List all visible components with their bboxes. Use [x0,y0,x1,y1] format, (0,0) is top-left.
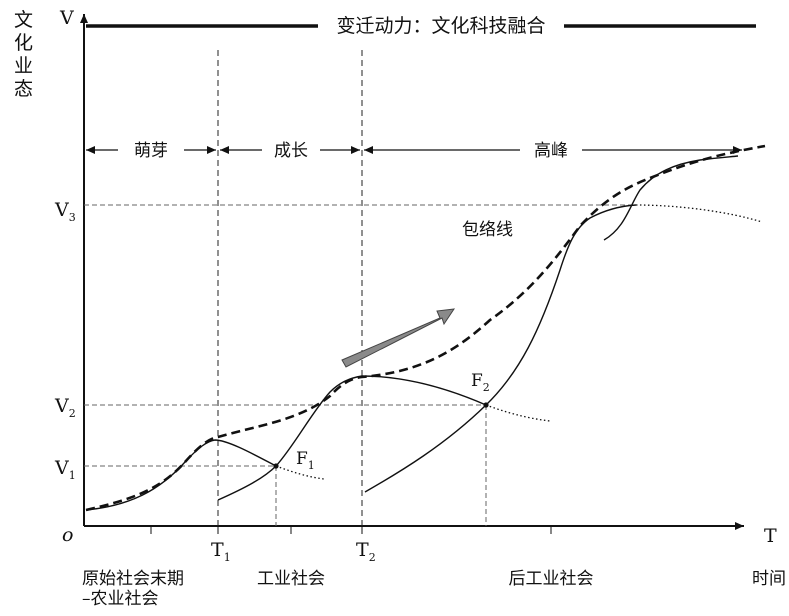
curve-stage-3-decline [635,204,763,223]
t1-sub: 1 [224,551,231,564]
t2-sub: 2 [369,551,376,564]
origin-label: o [62,524,73,546]
f1-point [273,463,279,469]
v2-sub: 2 [69,407,76,420]
v2-main: V [54,395,69,417]
curve-stage-2 [217,375,487,501]
y-axis-title-char-4: 态 [14,78,33,100]
stage-peak-label: 高峰 [534,141,568,161]
trend-arrow-icon [341,308,456,368]
f2-point [483,402,489,408]
era-industrial: 工业社会 [257,569,325,589]
y-axis-title-char-2: 化 [14,32,33,54]
v1-label: V1 [54,457,76,482]
envelope-curve [85,144,766,512]
f1-main: F [296,449,308,469]
era-primitive-line2: –农业社会 [82,589,159,609]
y-axis-letter: V [59,7,74,29]
curve-stage-1 [85,439,277,511]
v3-main: V [54,199,69,221]
v2-label: V2 [54,395,76,420]
t2-main: T [356,539,369,561]
time-label: 时间 [752,569,786,589]
f1-label: F1 [296,449,315,472]
f1-sub: 1 [308,459,315,472]
envelope-label: 包络线 [462,220,513,240]
f2-label: F2 [471,371,490,394]
v1-sub: 1 [69,469,76,482]
t2-label: T2 [356,539,376,564]
t1-label: T1 [211,539,231,564]
curve-stage-2-decline [485,404,551,422]
curve-stage-1-decline [275,465,325,480]
y-axis-title-char-3: 业 [14,55,33,77]
f2-main: F [471,371,483,391]
v3-sub: 3 [69,211,76,224]
t1-main: T [211,539,224,561]
era-primitive-line1: 原始社会末期 [82,569,184,589]
x-axis-letter: T [764,525,777,547]
era-post-industrial: 后工业社会 [509,569,594,589]
stage-growth-label: 成长 [274,141,308,161]
y-axis-title-char-1: 文 [14,9,33,31]
curve-stage-3 [364,204,637,493]
stage-sprout-label: 萌芽 [134,141,168,161]
curve-stage-4 [603,155,739,241]
f2-sub: 2 [483,381,490,394]
banner-text: 变迁动力：文化科技融合 [336,15,545,37]
v1-main: V [54,457,69,479]
v3-label: V3 [54,199,76,224]
